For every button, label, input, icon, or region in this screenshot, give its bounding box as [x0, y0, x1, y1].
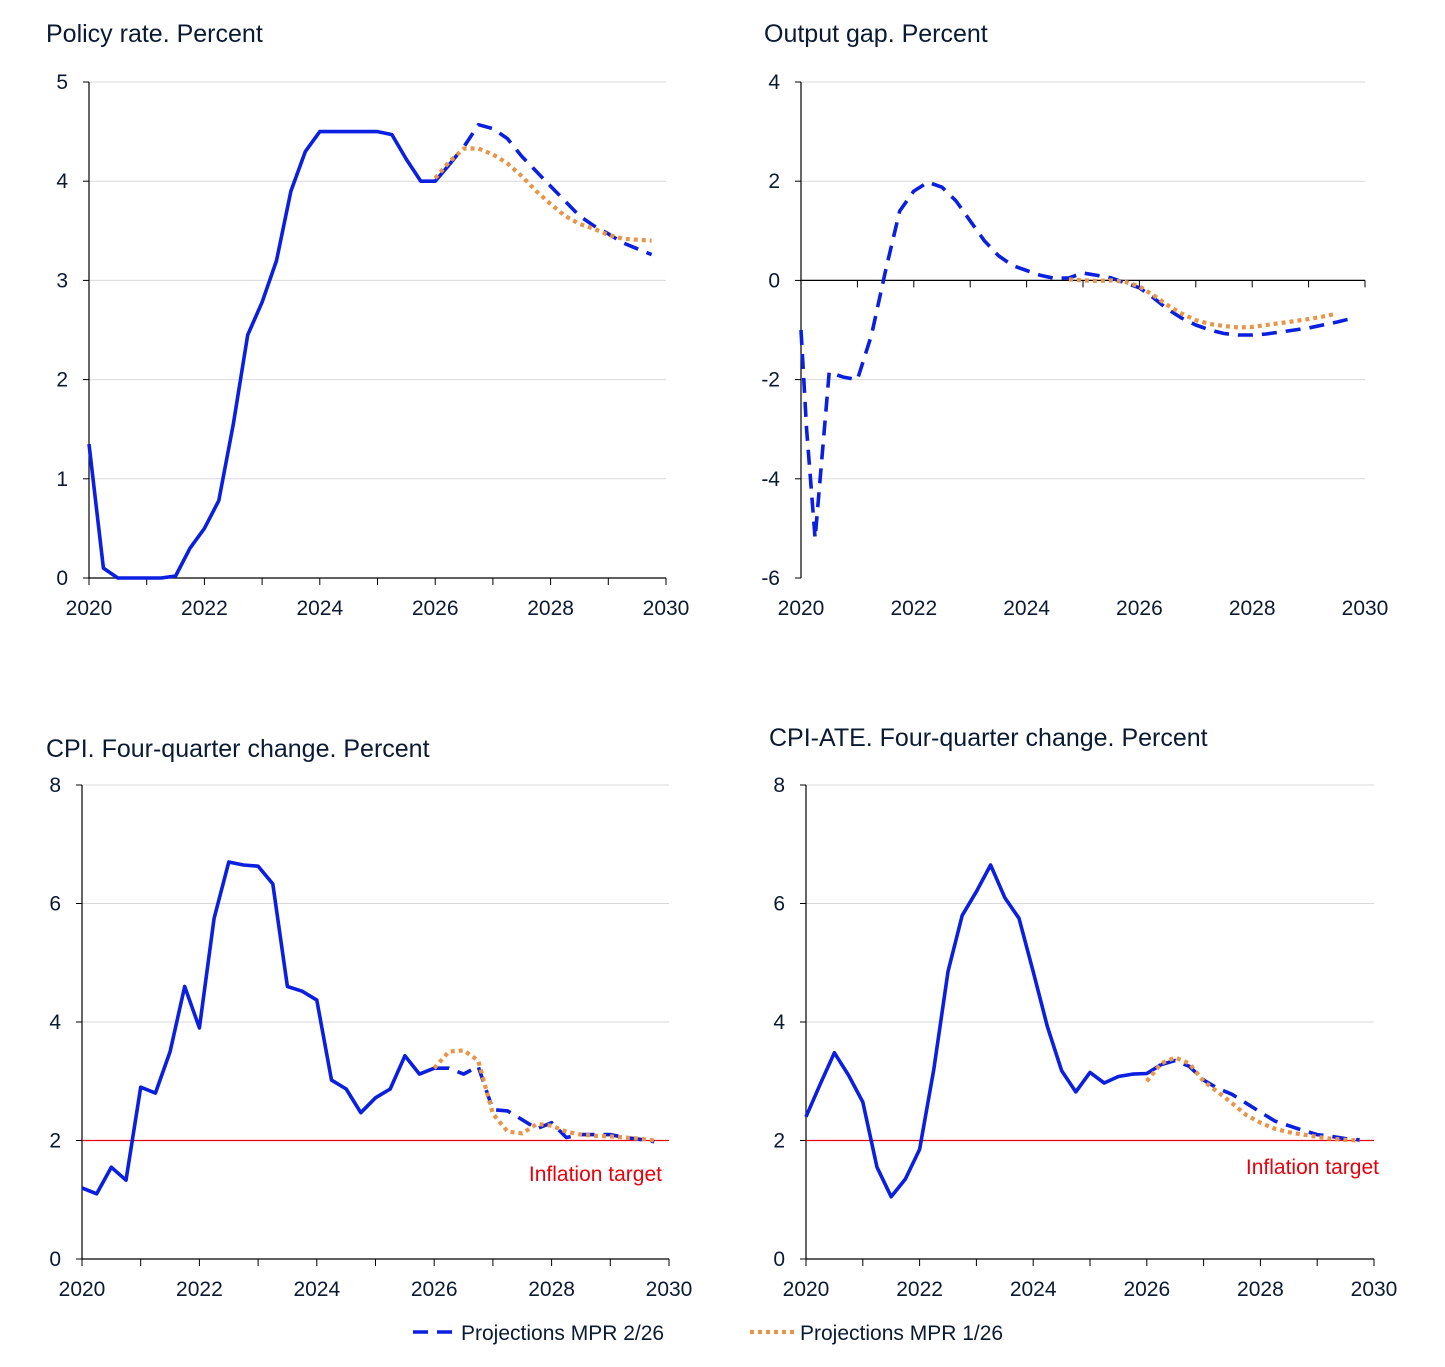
legend: Projections MPR 2/26 Projections MPR 1/2…: [413, 1322, 1003, 1345]
x-tick-label: 2028: [528, 1278, 575, 1301]
x-tick-label: 2022: [890, 597, 937, 620]
inflation-target-label: Inflation target: [1246, 1156, 1379, 1179]
y-tick-label: 4: [49, 1011, 61, 1034]
y-tick-label: -2: [761, 369, 780, 392]
tick-labels: 0 2 4 6 8 2020 2022 2024 2026 2028 2030: [773, 774, 1397, 1301]
series-line-proj_mpr2: [799, 180, 1352, 541]
series-line-proj_mpr2: [434, 1064, 655, 1144]
x-tick-label: 2022: [176, 1278, 223, 1301]
series-line-actual: [87, 129, 451, 580]
chart-panel-output-gap: Output gap. Percent -6 -4 -2 0 2 4 2020 2022 202…: [761, 20, 1388, 620]
series-line-proj_mpr2: [448, 122, 653, 257]
axes: [800, 784, 1375, 1266]
x-tick-label: 2022: [896, 1278, 943, 1301]
y-tick-label: 1: [56, 468, 68, 491]
y-tick-label: 2: [49, 1130, 61, 1153]
grid-lines: [806, 784, 1374, 1141]
tick-labels: 0 2 4 6 8 2020 2022 2024 2026 2028 2030: [49, 774, 692, 1301]
y-tick-label: 8: [49, 774, 61, 797]
x-tick-label: 2030: [646, 1278, 693, 1301]
axes: [76, 784, 670, 1266]
chart-panel-policy-rate: Policy rate. Percent 0 1 2 3 4 5 2020 2022 2024 2…: [46, 20, 689, 620]
y-tick-label: 4: [768, 71, 780, 94]
axes: [83, 81, 667, 585]
legend-label-mpr1: Projections MPR 1/26: [800, 1322, 1003, 1345]
grid-lines: [82, 784, 669, 1141]
chart-panel-cpi: CPI. Four-quarter change. Percent 0 2 4 6 8 2…: [46, 735, 692, 1301]
inflation-target-label: Inflation target: [529, 1163, 662, 1186]
y-tick-label: 0: [773, 1248, 785, 1271]
legend-label-mpr2: Projections MPR 2/26: [461, 1322, 664, 1345]
tick-labels: 0 1 2 3 4 5 2020 2022 2024 2026 2028 2030: [56, 71, 689, 620]
x-tick-label: 2020: [778, 597, 825, 620]
y-tick-label: -6: [761, 567, 780, 590]
series-group: [804, 863, 1374, 1199]
x-tick-label: 2026: [412, 597, 459, 620]
axes: [795, 81, 1366, 579]
series-group: [81, 860, 669, 1196]
y-tick-label: 0: [768, 269, 780, 292]
y-tick-label: 5: [56, 71, 68, 94]
y-tick-label: 2: [768, 170, 780, 193]
y-tick-label: 2: [56, 369, 68, 392]
chart-title: Output gap. Percent: [764, 20, 988, 48]
series-line-proj_mpr2: [1160, 1058, 1360, 1142]
x-tick-label: 2024: [1010, 1278, 1057, 1301]
grid-lines: [89, 81, 666, 480]
series-line-proj_mpr1: [433, 146, 652, 243]
x-tick-label: 2020: [783, 1278, 830, 1301]
tick-labels: -6 -4 -2 0 2 4 2020 2022 2024 2026 2028 2030: [761, 71, 1388, 620]
chart-title: Policy rate. Percent: [46, 20, 263, 48]
x-tick-label: 2030: [1342, 597, 1389, 620]
x-tick-label: 2022: [181, 597, 228, 620]
y-tick-label: -4: [761, 468, 780, 491]
series-line-actual: [81, 860, 435, 1196]
y-tick-label: 0: [49, 1248, 61, 1271]
y-tick-label: 0: [56, 567, 68, 590]
x-tick-label: 2026: [1116, 597, 1163, 620]
series-line-actual: [804, 863, 1162, 1199]
series-group: [87, 122, 653, 580]
x-tick-label: 2030: [1351, 1278, 1398, 1301]
y-tick-label: 6: [49, 893, 61, 916]
y-tick-label: 6: [773, 893, 785, 916]
x-tick-label: 2026: [1123, 1278, 1170, 1301]
y-tick-label: 4: [773, 1011, 785, 1034]
x-tick-label: 2020: [66, 597, 113, 620]
x-tick-label: 2028: [1229, 597, 1276, 620]
chart-title: CPI. Four-quarter change. Percent: [46, 735, 430, 763]
series-line-proj_mpr1: [1145, 1055, 1360, 1143]
x-tick-label: 2028: [1237, 1278, 1284, 1301]
x-tick-label: 2024: [293, 1278, 340, 1301]
x-tick-label: 2020: [59, 1278, 106, 1301]
chart-panel-cpi-ate: CPI-ATE. Four-quarter change. Percent 0 2…: [769, 724, 1397, 1301]
y-tick-label: 8: [773, 774, 785, 797]
y-tick-label: 3: [56, 269, 68, 292]
y-tick-label: 4: [56, 170, 68, 193]
x-tick-label: 2026: [411, 1278, 458, 1301]
x-tick-label: 2030: [643, 597, 690, 620]
y-tick-label: 2: [773, 1130, 785, 1153]
x-tick-label: 2028: [527, 597, 574, 620]
series-line-proj_mpr1: [1068, 277, 1338, 330]
x-tick-label: 2024: [1003, 597, 1050, 620]
x-tick-label: 2024: [296, 597, 343, 620]
chart-title: CPI-ATE. Four-quarter change. Percent: [769, 724, 1208, 752]
series-group: [799, 180, 1352, 541]
